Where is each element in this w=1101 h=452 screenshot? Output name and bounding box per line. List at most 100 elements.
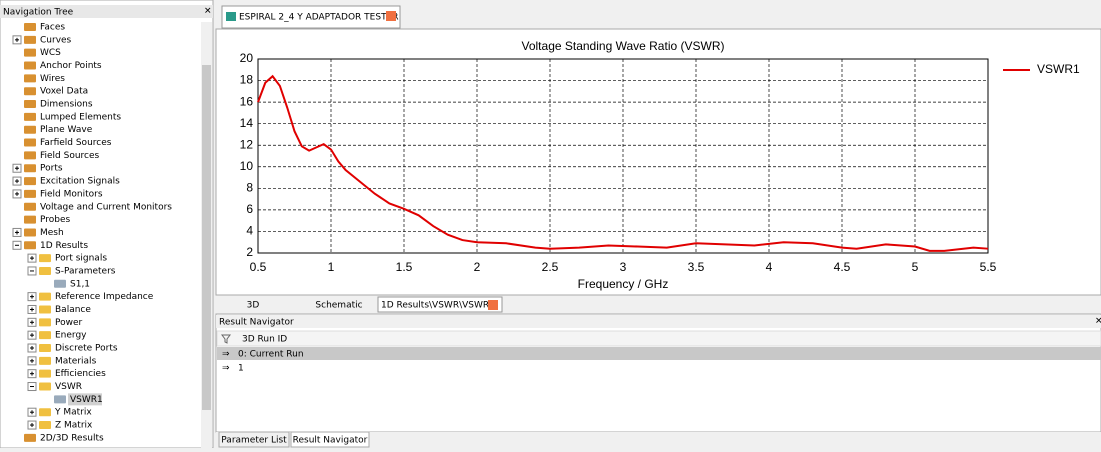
tab-icon bbox=[226, 12, 236, 21]
nav-header bbox=[0, 5, 213, 18]
y-tick-label: 12 bbox=[240, 137, 254, 151]
tree-label[interactable]: Farfield Sources bbox=[40, 138, 112, 148]
row-icon: ⇒ bbox=[222, 364, 230, 374]
result-title: Result Navigator bbox=[219, 318, 294, 328]
tree-icon bbox=[54, 395, 66, 404]
y-tick-label: 2 bbox=[246, 245, 253, 259]
y-tick-label: 18 bbox=[240, 73, 254, 87]
y-tick-label: 8 bbox=[246, 181, 253, 195]
tree-icon bbox=[24, 228, 36, 237]
tree-label[interactable]: Dimensions bbox=[40, 100, 93, 110]
tree-label[interactable]: Wires bbox=[40, 74, 65, 84]
tree-icon bbox=[24, 35, 36, 44]
bottom-tab-bar bbox=[216, 432, 1101, 448]
x-tick-label: 5.5 bbox=[980, 260, 997, 274]
tree-label[interactable]: Z Matrix bbox=[55, 421, 93, 431]
tree-icon bbox=[39, 305, 51, 314]
view-tab[interactable] bbox=[377, 296, 503, 313]
tree-label[interactable]: S-Parameters bbox=[55, 266, 116, 276]
tree-icon bbox=[54, 279, 66, 288]
tree-label[interactable]: Power bbox=[55, 318, 83, 328]
tree-label[interactable]: Excitation Signals bbox=[40, 177, 120, 187]
selection bbox=[68, 393, 102, 406]
scroll-thumb[interactable] bbox=[202, 65, 211, 410]
tree-icon bbox=[39, 331, 51, 340]
tree-icon bbox=[24, 215, 36, 224]
tree-label[interactable]: S1,1 bbox=[70, 279, 90, 289]
tree-icon bbox=[24, 61, 36, 70]
tree-icon bbox=[24, 74, 36, 83]
x-axis-label: Frequency / GHz bbox=[578, 277, 669, 291]
close-icon[interactable]: ✕ bbox=[1095, 317, 1101, 327]
tree-label[interactable]: Probes bbox=[40, 215, 71, 225]
tree-label[interactable]: Curves bbox=[40, 35, 72, 45]
y-tick-label: 20 bbox=[240, 51, 254, 65]
y-tick-label: 16 bbox=[240, 94, 254, 108]
tree-label[interactable]: Lumped Elements bbox=[40, 112, 121, 122]
view-tab-label: 3D bbox=[247, 301, 260, 311]
tree-label[interactable]: Materials bbox=[55, 356, 97, 366]
tree-label[interactable]: Voxel Data bbox=[40, 87, 88, 97]
tree-label[interactable]: Ports bbox=[40, 164, 63, 174]
tree-icon bbox=[24, 433, 36, 442]
tree-icon bbox=[39, 266, 51, 275]
tree-icon bbox=[24, 164, 36, 173]
tab-close[interactable] bbox=[386, 11, 396, 21]
tree-label[interactable]: Voltage and Current Monitors bbox=[40, 202, 172, 212]
tree-label[interactable]: Field Monitors bbox=[40, 189, 103, 199]
tree-icon bbox=[24, 151, 36, 160]
tree-label[interactable]: Reference Impedance bbox=[55, 292, 154, 302]
tree-label[interactable]: Discrete Ports bbox=[55, 344, 118, 354]
tree-label[interactable]: 1D Results bbox=[40, 241, 88, 251]
tree-label[interactable]: Faces bbox=[40, 23, 65, 33]
tab-close[interactable] bbox=[488, 300, 498, 310]
x-tick-label: 4.5 bbox=[834, 260, 851, 274]
tree-label[interactable]: VSWR bbox=[55, 382, 82, 392]
row-label[interactable]: 0: Current Run bbox=[238, 350, 304, 360]
x-tick-label: 1 bbox=[328, 260, 335, 274]
y-tick-label: 14 bbox=[240, 116, 254, 130]
tree-icon bbox=[24, 48, 36, 57]
tree-label[interactable]: VSWR1 bbox=[70, 395, 103, 405]
tree-icon bbox=[39, 254, 51, 263]
bottom-tab[interactable] bbox=[218, 431, 290, 448]
x-tick-label: 3 bbox=[620, 260, 627, 274]
tree-icon bbox=[24, 125, 36, 134]
tree-icon bbox=[24, 241, 36, 250]
tree-icon bbox=[39, 292, 51, 301]
column-header bbox=[216, 330, 1101, 347]
tree-icon bbox=[24, 112, 36, 121]
tree-label[interactable]: Energy bbox=[55, 331, 87, 341]
x-tick-label: 2.5 bbox=[542, 260, 559, 274]
tree-label[interactable]: Field Sources bbox=[40, 151, 100, 161]
tree-label[interactable]: 2D/3D Results bbox=[40, 433, 104, 443]
bottom-tab-label: Parameter List bbox=[221, 436, 287, 446]
close-icon[interactable]: ✕ bbox=[204, 7, 212, 17]
filter-icon[interactable] bbox=[221, 334, 231, 344]
view-tab[interactable] bbox=[228, 297, 278, 312]
view-tab[interactable] bbox=[300, 297, 378, 312]
tree-icon bbox=[24, 138, 36, 147]
row-label[interactable]: 1 bbox=[238, 364, 244, 374]
row-icon: ⇒ bbox=[222, 350, 230, 360]
tree-icon bbox=[39, 318, 51, 327]
x-tick-label: 4 bbox=[766, 260, 773, 274]
tree-icon bbox=[39, 369, 51, 378]
bottom-tab[interactable] bbox=[290, 431, 370, 448]
tree-label[interactable]: Plane Wave bbox=[40, 125, 93, 135]
tree-label[interactable]: Mesh bbox=[40, 228, 64, 238]
tree-label[interactable]: WCS bbox=[40, 48, 61, 58]
tree-icon bbox=[39, 382, 51, 391]
series-line bbox=[257, 74, 989, 252]
tree-label[interactable]: Port signals bbox=[55, 254, 107, 264]
tree-label[interactable]: Anchor Points bbox=[40, 61, 102, 71]
tree-label[interactable]: Efficiencies bbox=[55, 369, 106, 379]
y-tick-label: 10 bbox=[240, 159, 254, 173]
tree-label[interactable]: Balance bbox=[55, 305, 91, 315]
tree-icon bbox=[24, 23, 36, 31]
tree-label[interactable]: Y Matrix bbox=[54, 408, 92, 418]
doc-tab-label: ESPIRAL 2_4 Y ADAPTADOR TESTER bbox=[239, 13, 399, 23]
doc-tab[interactable] bbox=[221, 5, 401, 29]
